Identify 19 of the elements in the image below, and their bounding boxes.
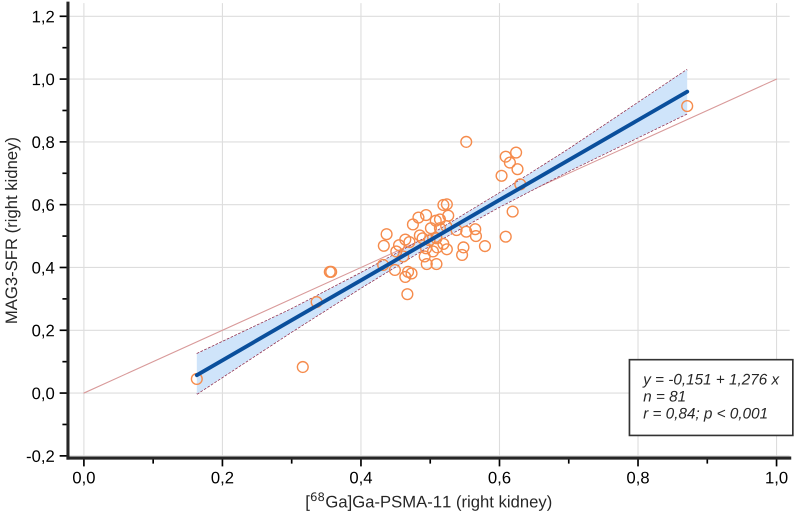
- x-axis-title: [$^{68}$Ga]Ga-PSMA-11 (right kidney): [306, 492, 552, 511]
- y-tick-label: 0,4: [32, 262, 54, 276]
- annotation: n = 81: [643, 390, 685, 402]
- y-tick-label: -0,2: [26, 450, 54, 464]
- annotation: r = 0,84; p < 0,001: [643, 408, 767, 422]
- y-tick-label: 1,2: [32, 10, 54, 24]
- x-tick-label: 0,6: [488, 472, 510, 486]
- y-tick-label: 0,2: [32, 324, 54, 338]
- y-tick-label: 0,6: [32, 199, 54, 213]
- y-axis-title: MAG3-SFR (right kidney): [4, 138, 20, 323]
- x-tick-label: 0,8: [627, 472, 649, 486]
- y-tick-label: 1,0: [32, 73, 54, 88]
- y-tick-label: 0,0: [32, 387, 54, 402]
- y-tick-label: 0,8: [32, 136, 54, 150]
- x-tick-label: 0,4: [350, 472, 372, 486]
- x-tick-label: 1,0: [766, 472, 788, 486]
- x-tick-label: 0,2: [211, 472, 234, 486]
- x-tick-label: 0,0: [72, 472, 95, 486]
- annotation: y = -0,151 + 1,276 x: [642, 374, 780, 388]
